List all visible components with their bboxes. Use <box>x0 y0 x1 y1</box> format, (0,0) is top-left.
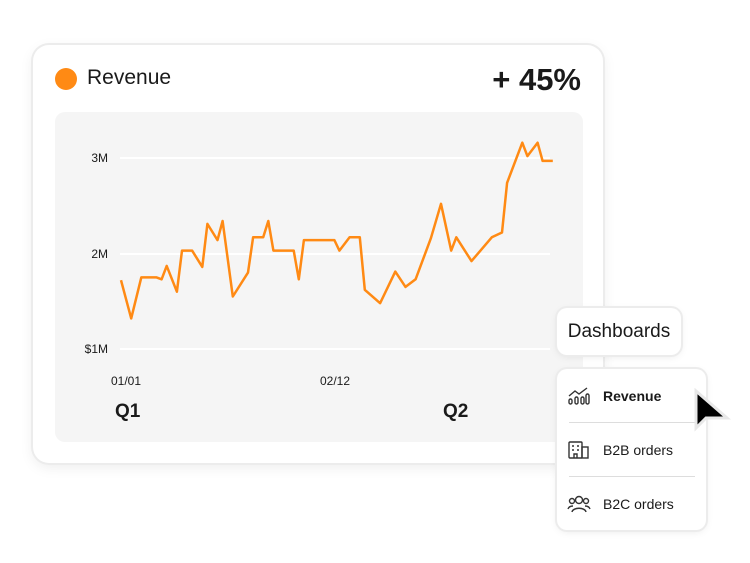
building-icon <box>568 441 589 459</box>
menu-divider <box>569 476 695 477</box>
menu-divider <box>569 422 695 423</box>
menu-item-revenue[interactable]: Revenue <box>567 370 695 422</box>
chart-icon <box>568 387 590 405</box>
y-tick-3m: 3M <box>91 151 108 165</box>
menu-item-label: B2C orders <box>603 496 674 512</box>
revenue-line <box>119 141 553 320</box>
mouse-cursor-icon <box>694 388 732 432</box>
users-icon <box>567 495 591 513</box>
revenue-dot-icon <box>55 68 77 90</box>
card-title: Revenue <box>87 66 172 89</box>
menu-item-label: Revenue <box>603 388 662 404</box>
menu-item-label: B2B orders <box>603 442 674 458</box>
quarter-q2: Q2 <box>443 401 469 422</box>
dashboards-menu: Revenue B2B orders B2C orders <box>557 369 706 530</box>
x-tick-0101: 01/01 <box>111 374 142 388</box>
x-tick-0212: 02/12 <box>320 374 351 388</box>
revenue-delta: + 45% <box>492 62 581 97</box>
dashboards-button[interactable]: Dashboards <box>557 308 681 355</box>
menu-item-b2b-orders[interactable]: B2B orders <box>567 424 695 476</box>
menu-item-b2c-orders[interactable]: B2C orders <box>567 478 695 530</box>
y-tick-2m: 2M <box>91 247 108 261</box>
y-tick-1m: $1M <box>84 342 108 356</box>
quarter-q1: Q1 <box>115 401 141 422</box>
